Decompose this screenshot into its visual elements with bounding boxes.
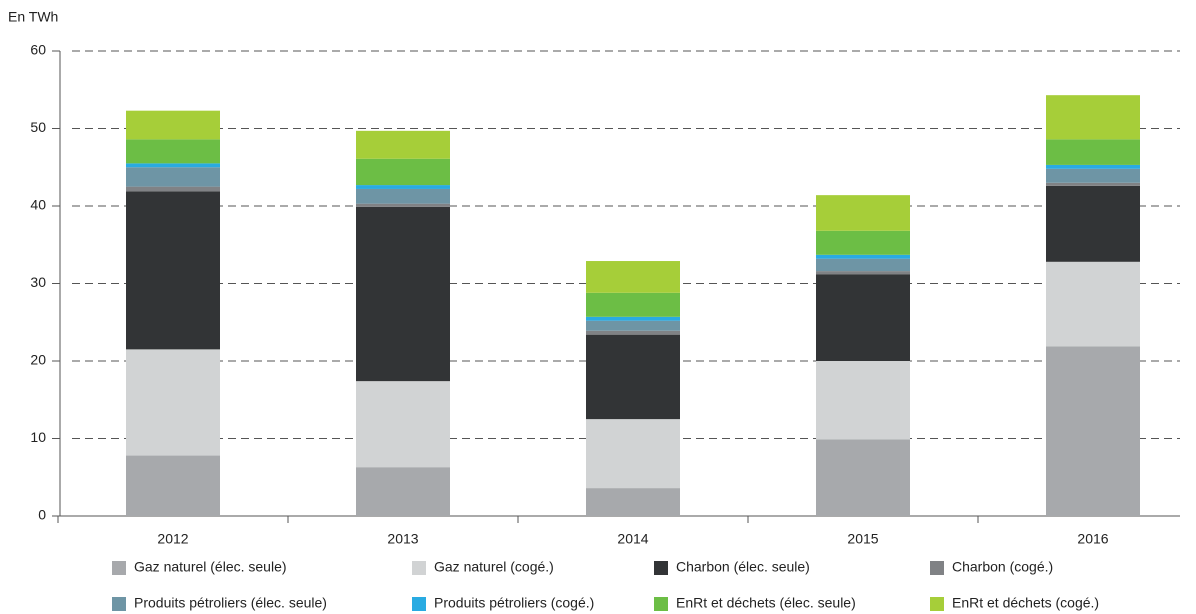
bar-segment <box>126 349 220 456</box>
bar-segment <box>1046 261 1140 347</box>
y-tick-label: 10 <box>30 429 46 445</box>
legend-label: Charbon (élec. seule) <box>676 559 810 575</box>
x-tick-label: 2013 <box>387 531 418 547</box>
bar-segment <box>356 185 450 189</box>
y-tick-label: 40 <box>30 197 46 213</box>
bar-segment <box>1046 182 1140 186</box>
y-tick-label: 60 <box>30 42 46 58</box>
legend-swatch <box>930 597 944 611</box>
legend-swatch <box>112 597 126 611</box>
x-tick-label: 2016 <box>1077 531 1108 547</box>
legend-swatch <box>412 597 426 611</box>
legend-swatch <box>654 561 668 575</box>
legend-label: EnRt et déchets (cogé.) <box>952 595 1099 611</box>
bar-segment <box>816 361 910 440</box>
bar-segment <box>816 271 910 275</box>
bar-segment <box>126 139 220 164</box>
bar-segment <box>1046 95 1140 140</box>
bar-segment <box>586 320 680 331</box>
legend-label: Produits pétroliers (cogé.) <box>434 595 594 611</box>
legend-label: EnRt et déchets (élec. seule) <box>676 595 856 611</box>
legend-label: Gaz naturel (élec. seule) <box>134 559 287 575</box>
bar-segment <box>356 206 450 382</box>
bar-segment <box>586 334 680 420</box>
x-tick-label: 2015 <box>847 531 878 547</box>
bar-segment <box>816 230 910 255</box>
bar-segment <box>126 110 220 140</box>
legend-swatch <box>112 561 126 575</box>
x-tick-label: 2012 <box>157 531 188 547</box>
y-tick-label: 0 <box>38 507 46 523</box>
bar-segment <box>816 439 910 516</box>
bar-segment <box>356 203 450 207</box>
bar-segment <box>356 467 450 516</box>
legend-label: Produits pétroliers (élec. seule) <box>134 595 327 611</box>
bar-segment <box>1046 139 1140 165</box>
y-tick-label: 20 <box>30 352 46 368</box>
bar-segment <box>586 488 680 516</box>
bar-segment <box>126 191 220 350</box>
bar-segment <box>1046 346 1140 516</box>
legend-swatch <box>654 597 668 611</box>
bar-segment <box>126 186 220 192</box>
x-tick-label: 2014 <box>617 531 648 547</box>
legend-label: Gaz naturel (cogé.) <box>434 559 554 575</box>
bar-segment <box>1046 168 1140 183</box>
legend-label: Charbon (cogé.) <box>952 559 1053 575</box>
bar-segment <box>586 419 680 489</box>
bar-segment <box>586 261 680 293</box>
bar-segment <box>126 167 220 187</box>
y-tick-label: 30 <box>30 274 46 290</box>
bar-segment <box>1046 185 1140 262</box>
bar-segment <box>1046 164 1140 169</box>
bar-segment <box>586 292 680 317</box>
bar-segment <box>356 158 450 186</box>
bar-segment <box>816 254 910 259</box>
bar-segment <box>356 130 450 159</box>
bar-segment <box>816 195 910 231</box>
y-axis-label: En TWh <box>8 9 58 25</box>
bar-segment <box>816 274 910 361</box>
bar-segment <box>356 188 450 204</box>
bar-segment <box>356 381 450 468</box>
bar-segment <box>586 330 680 335</box>
legend-swatch <box>412 561 426 575</box>
bar-segment <box>126 163 220 168</box>
bar-segment <box>126 455 220 516</box>
bar-segment <box>816 258 910 272</box>
y-tick-label: 50 <box>30 119 46 135</box>
bar-segment <box>586 316 680 321</box>
legend-swatch <box>930 561 944 575</box>
